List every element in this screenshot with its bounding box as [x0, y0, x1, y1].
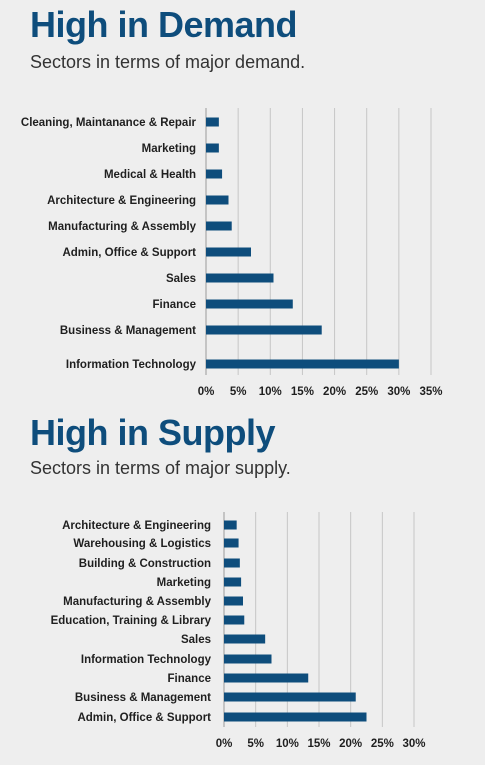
- category-label: Business & Management: [75, 692, 211, 704]
- bar: [224, 654, 272, 664]
- category-label: Manufacturing & Assembly: [48, 221, 196, 233]
- bar: [224, 634, 266, 644]
- bar: [224, 615, 245, 625]
- category-label: Building & Construction: [79, 558, 211, 570]
- category-label: Finance: [153, 299, 196, 311]
- bar: [206, 359, 399, 369]
- bar: [206, 325, 322, 335]
- bar: [224, 558, 240, 568]
- category-label: Finance: [168, 673, 211, 685]
- x-tick-label: 0%: [198, 386, 215, 398]
- bar: [206, 169, 223, 179]
- x-tick-label: 30%: [402, 738, 425, 750]
- bar: [206, 247, 251, 257]
- bar: [224, 673, 309, 683]
- category-label: Warehousing & Logistics: [73, 538, 211, 550]
- x-tick-label: 10%: [259, 386, 282, 398]
- category-label: Marketing: [157, 577, 211, 589]
- bar: [206, 221, 232, 231]
- bar: [224, 712, 367, 722]
- category-label: Admin, Office & Support: [62, 247, 196, 259]
- bar: [206, 117, 219, 127]
- demand-subtitle: Sectors in terms of major demand.: [30, 52, 306, 72]
- category-label: Marketing: [142, 143, 196, 155]
- x-tick-label: 5%: [247, 738, 264, 750]
- category-label: Business & Management: [60, 325, 196, 337]
- category-label: Sales: [166, 273, 196, 285]
- x-tick-label: 15%: [307, 738, 330, 750]
- category-label: Sales: [181, 634, 211, 646]
- bar: [224, 692, 356, 702]
- category-label: Manufacturing & Assembly: [63, 596, 211, 608]
- bar: [224, 596, 243, 606]
- demand-title: High in Demand: [30, 4, 298, 45]
- bar: [206, 273, 274, 283]
- x-tick-label: 35%: [419, 386, 442, 398]
- supply-subtitle: Sectors in terms of major supply.: [30, 458, 291, 478]
- category-label: Education, Training & Library: [51, 615, 212, 627]
- category-label: Medical & Health: [104, 169, 196, 181]
- category-label: Admin, Office & Support: [77, 712, 211, 724]
- x-tick-label: 20%: [339, 738, 362, 750]
- bar: [206, 143, 219, 153]
- category-label: Architecture & Engineering: [62, 520, 211, 532]
- x-tick-label: 0%: [216, 738, 233, 750]
- bar: [206, 195, 229, 205]
- bar: [206, 299, 293, 309]
- x-tick-label: 30%: [387, 386, 410, 398]
- category-label: Architecture & Engineering: [47, 195, 196, 207]
- x-tick-label: 15%: [291, 386, 314, 398]
- bar: [224, 577, 242, 587]
- x-tick-label: 5%: [230, 386, 247, 398]
- bar: [224, 538, 239, 548]
- bar: [224, 520, 237, 530]
- supply-title: High in Supply: [30, 412, 275, 453]
- x-tick-label: 25%: [371, 738, 394, 750]
- demand-bar-chart: 0% 5% 10% 15% 20% 25% 30% 35% Cleaning, Maintana…: [21, 108, 443, 398]
- x-tick-label: 20%: [323, 386, 346, 398]
- category-label: Information Technology: [81, 654, 212, 666]
- x-tick-label: 10%: [276, 738, 299, 750]
- category-label: Cleaning, Maintanance & Repair: [21, 117, 197, 129]
- x-tick-label: 25%: [355, 386, 378, 398]
- category-label: Information Technology: [66, 359, 197, 371]
